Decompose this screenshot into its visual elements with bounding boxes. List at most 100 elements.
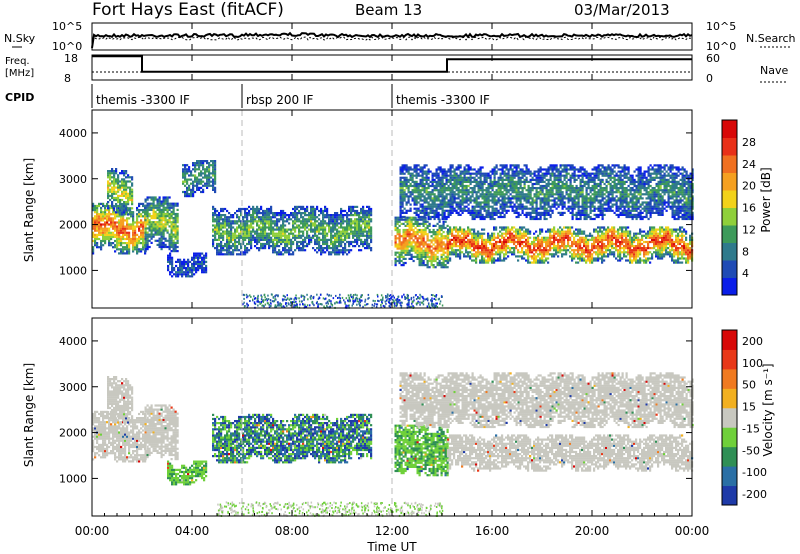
power-cell [119,198,122,202]
power-cell [513,247,516,250]
power-cell [326,216,329,219]
power-cell [268,222,271,225]
power-cell [577,261,580,264]
power-cell [152,229,155,232]
power-cell [212,166,215,169]
power-cell [104,227,107,230]
power-cell [310,236,313,239]
power-cell [422,253,425,256]
power-cell [663,249,666,252]
power-cell [216,238,219,241]
power-cell [436,245,439,248]
power-cell [338,222,341,225]
power-cell [442,243,445,246]
power-cell [190,190,193,194]
power-cell [171,271,174,274]
power-cell [438,261,441,265]
power-cell [629,253,632,256]
power-cell [432,239,435,242]
power-cell [533,242,536,246]
power-cell [168,239,171,242]
power-cell [298,212,301,215]
power-cell [398,245,401,248]
power-cell [567,245,570,248]
power-cell [447,253,450,256]
power-cell [529,249,532,252]
power-cell [685,249,688,252]
power-cell [238,249,241,252]
power-cell [166,223,169,226]
power-cell [547,236,550,239]
power-cell [533,247,536,250]
power-cell [272,234,275,237]
power-cell [631,253,634,256]
power-cell [434,253,437,256]
power-cell [429,207,432,210]
power-cell [449,253,452,256]
power-cell [174,227,177,230]
power-cell [203,254,206,257]
power-cell [282,247,285,250]
power-cell [248,236,251,239]
power-cell [423,215,426,219]
power-cell [665,240,668,244]
power-cell [621,240,624,244]
power-cell [362,205,365,208]
power-cell [166,231,169,234]
power-cell [172,202,175,205]
power-cell [639,240,642,244]
power-cell [425,178,428,181]
power-cell [224,232,227,235]
power-cell [653,251,656,254]
power-cell [121,184,124,187]
power-cell [627,240,630,244]
power-cell [172,219,175,222]
power-cell [541,251,544,254]
power-cell [284,224,287,227]
power-cell [114,213,117,216]
power-cell [254,216,257,219]
power-cell [140,202,143,205]
power-cell [126,237,129,241]
power-cell [673,259,676,262]
power-cell [230,230,233,233]
power-cell [262,226,265,229]
power-cell [405,164,408,167]
power-cell [425,182,428,186]
power-cell [609,242,612,246]
power-cell [314,240,317,244]
power-cell [615,242,618,246]
power-cell [463,230,466,233]
power-cell [252,205,255,208]
station-title: Fort Hays East (fitACF) [92,0,284,20]
power-cell [629,251,632,254]
power-cell [132,217,135,220]
power-cell [262,245,265,248]
power-cell [136,219,139,222]
power-cell [238,238,241,241]
power-cell [224,249,227,252]
power-cell [228,226,231,229]
power-cell [238,240,241,244]
power-cell [244,245,247,248]
power-cell [483,249,486,252]
power-cell [581,249,584,252]
power-cell [342,238,345,241]
power-cell [669,240,672,244]
power-cell [201,264,204,268]
power-cell [166,219,169,222]
power-cell [406,220,409,223]
power-cell [677,240,680,244]
power-cell [222,209,225,213]
power-cell [410,228,413,232]
power-cell [115,178,118,181]
power-cell [659,232,662,235]
power-cell [104,239,107,243]
power-cell [571,255,574,258]
power-cell [214,176,217,179]
power-cell [200,182,203,185]
power-cell [136,246,139,249]
power-cell [358,214,361,217]
power-cell [421,182,424,186]
power-cell [601,259,604,262]
